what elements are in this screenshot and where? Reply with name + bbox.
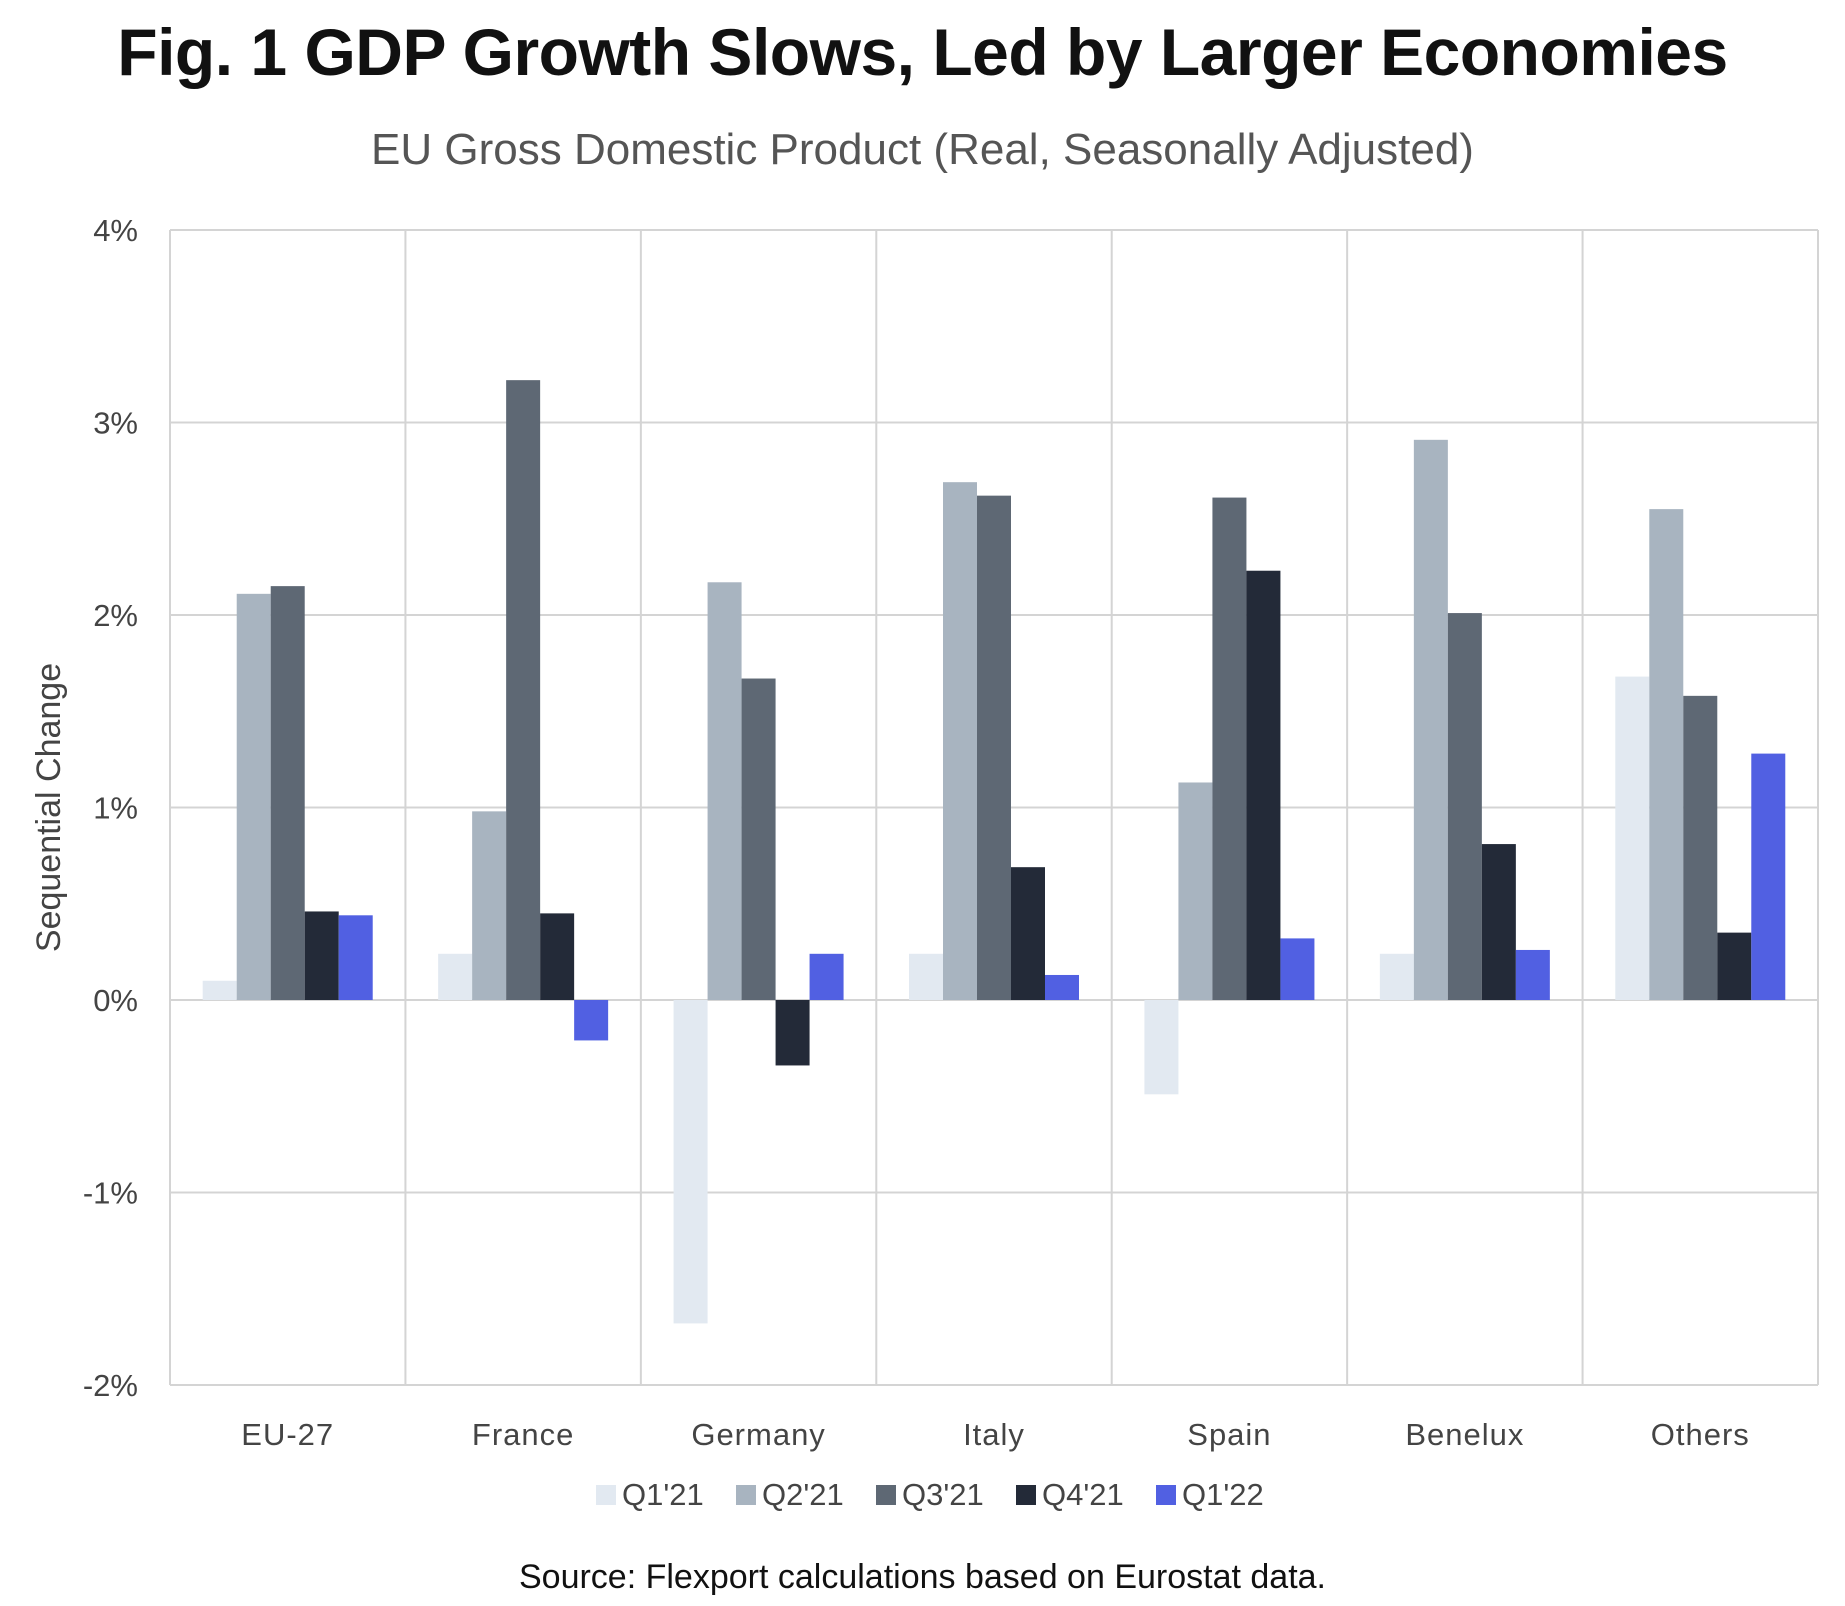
y-tick-label: -1% [83,1176,138,1211]
y-tick-label: 4% [93,213,138,248]
y-tick-label: 0% [93,983,138,1018]
bar [1717,932,1752,1000]
bar [1144,1000,1179,1095]
source-note: Source: Flexport calculations based on E… [518,1558,1327,1596]
bar [1515,949,1550,1000]
bar [1178,782,1213,1000]
legend: Q1'21 Q2'21 Q3'21 Q4'21 Q1'22 [596,1477,1264,1512]
legend-swatch [1016,1485,1036,1505]
bar [775,1000,810,1066]
bar [809,953,844,1000]
x-tick-label: Italy [963,1417,1025,1452]
x-tick-label: Germany [691,1417,825,1452]
legend-swatch [596,1485,616,1505]
bar [943,482,977,1000]
bar [304,911,339,1000]
bar [236,593,271,1000]
bar [438,953,473,1000]
bar [1379,953,1414,1000]
bar [673,1000,708,1324]
legend-swatch [876,1485,896,1505]
legend-label: Q1'21 [622,1477,704,1512]
axis-layer: 4% 3% 2% 1% 0% -1% -2% EU-27 France Germany Italy S… [30,213,1750,1452]
bar [1481,844,1516,1000]
bar [1751,753,1786,1000]
y-tick-label: -2% [83,1368,138,1403]
bar [1212,497,1247,1000]
bar [1011,867,1045,1000]
bar [1280,938,1315,1000]
bar [977,495,1011,1000]
legend-label: Q1'22 [1182,1477,1264,1512]
bar [1615,676,1650,1000]
y-tick-label: 2% [93,598,138,633]
bar-chart: 4% 3% 2% 1% 0% -1% -2% EU-27 France Germany Italy S… [30,213,1819,1512]
x-tick-label: Benelux [1405,1417,1524,1452]
bars-layer [202,380,1786,1324]
y-axis-label: Sequential Change [30,663,68,952]
bar [909,953,943,1000]
bar [1649,509,1684,1000]
y-tick-label: 1% [93,791,138,826]
bar [1246,570,1281,1000]
chart-title: Fig. 1 GDP Growth Slows, Led by Larger E… [117,15,1728,89]
bar [202,980,237,1000]
chart-subtitle: EU Gross Domestic Product (Real, Seasona… [371,125,1474,174]
bar [1683,695,1718,1000]
legend-label: Q2'21 [762,1477,844,1512]
x-tick-label: France [472,1417,574,1452]
legend-label: Q4'21 [1042,1477,1124,1512]
bar [270,586,305,1000]
bar [1045,974,1079,1000]
bar [574,1000,609,1041]
legend-label: Q3'21 [902,1477,984,1512]
bar [338,915,373,1000]
legend-swatch [736,1485,756,1505]
bar [1413,439,1448,1000]
bar [506,380,541,1000]
bar [707,582,742,1000]
x-tick-label: Spain [1187,1417,1271,1452]
bar [540,913,575,1000]
x-tick-label: EU-27 [241,1417,334,1452]
legend-swatch [1156,1485,1176,1505]
x-tick-label: Others [1651,1417,1750,1452]
bar [1447,613,1482,1000]
bar [472,811,507,1000]
y-tick-label: 3% [93,406,138,441]
bar [741,678,776,1000]
